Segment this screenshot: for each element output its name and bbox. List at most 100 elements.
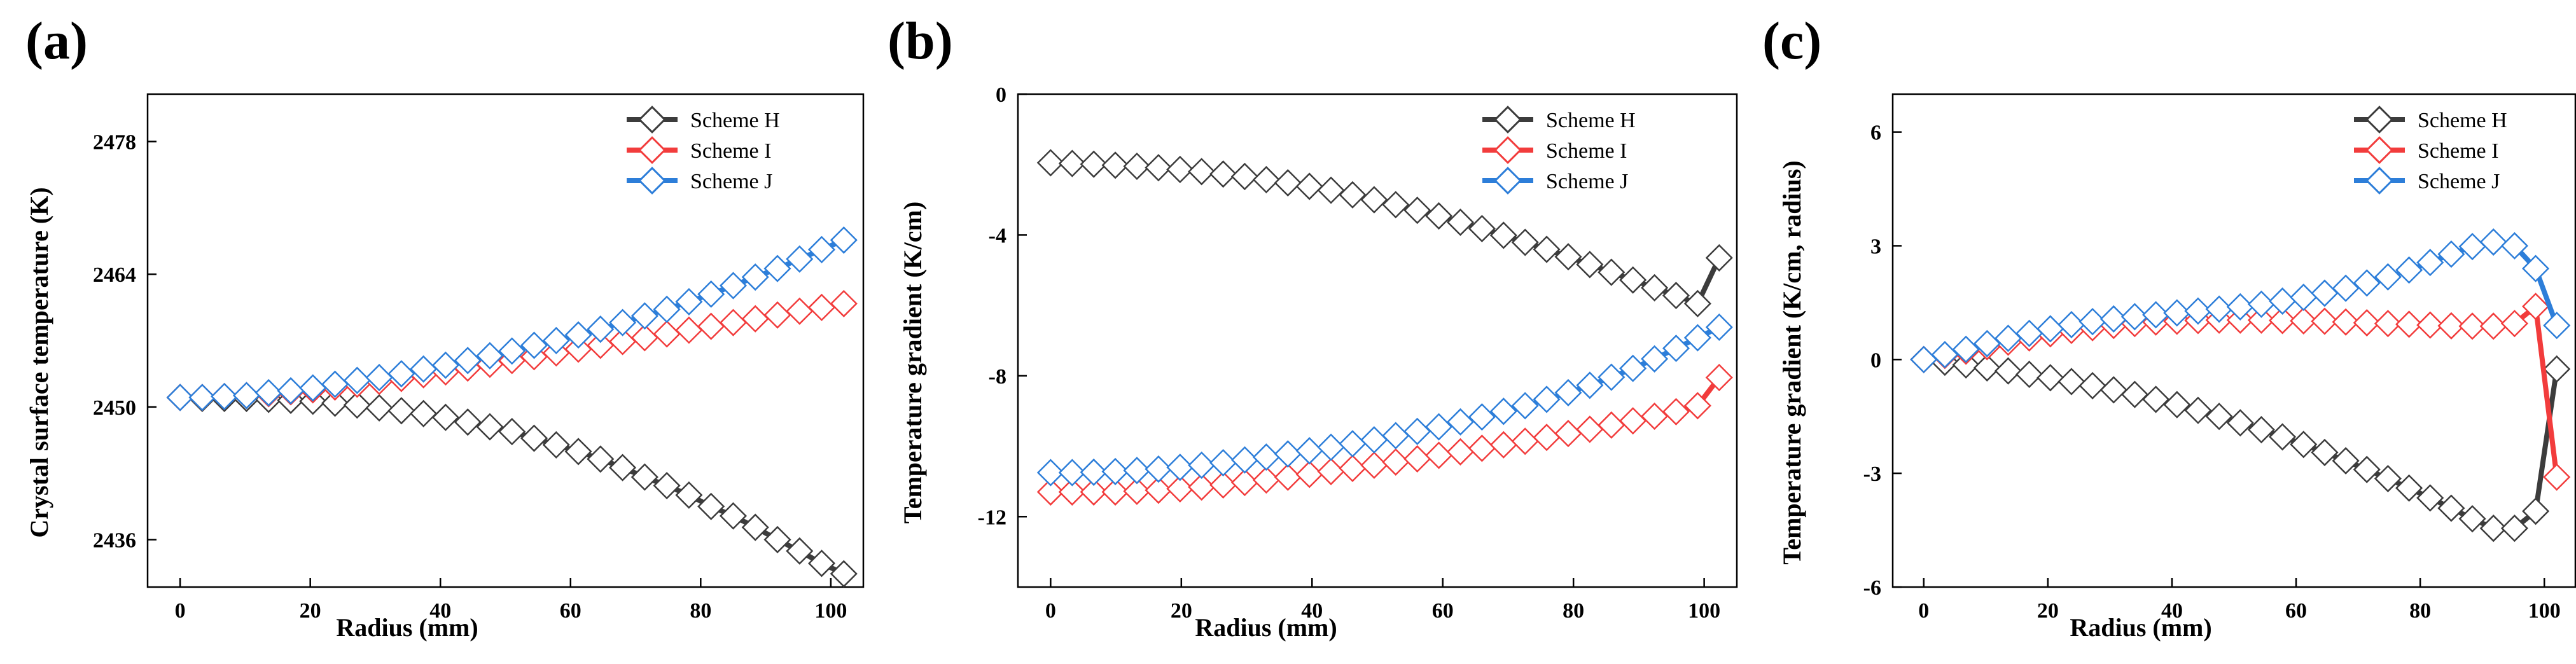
data-point-scheme-h bbox=[1295, 172, 1323, 200]
legend-marker-scheme-j bbox=[638, 167, 666, 195]
data-point-scheme-j bbox=[2120, 303, 2148, 331]
data-point-scheme-h bbox=[2374, 464, 2402, 493]
legend-label-scheme-h: Scheme H bbox=[1546, 109, 1636, 132]
legend-marker-scheme-h bbox=[1494, 106, 1522, 134]
data-point-scheme-h bbox=[697, 492, 725, 520]
y-tick-label: -12 bbox=[978, 506, 1006, 529]
data-point-scheme-j bbox=[1511, 392, 1539, 420]
x-tick-label: 20 bbox=[300, 599, 321, 623]
data-point-scheme-i bbox=[1619, 407, 1647, 435]
data-point-scheme-j bbox=[2205, 295, 2233, 323]
data-point-scheme-j bbox=[2521, 254, 2550, 282]
plot-frame bbox=[1891, 93, 2576, 588]
x-tick-label: 0 bbox=[1918, 599, 1929, 623]
data-point-scheme-i bbox=[1640, 402, 1669, 431]
x-tick-label: 60 bbox=[2285, 599, 2307, 623]
data-point-scheme-j bbox=[1123, 457, 1151, 485]
x-tick-label: 40 bbox=[1301, 599, 1323, 623]
data-point-scheme-i bbox=[1403, 445, 1431, 473]
data-point-scheme-j bbox=[1145, 455, 1173, 483]
data-point-scheme-j bbox=[564, 321, 592, 349]
data-point-scheme-j bbox=[630, 302, 658, 330]
legend-label-scheme-h: Scheme H bbox=[690, 109, 780, 132]
data-point-scheme-j bbox=[343, 366, 371, 394]
data-point-scheme-i bbox=[564, 335, 592, 363]
data-point-scheme-h bbox=[630, 463, 658, 491]
data-point-scheme-j bbox=[166, 384, 194, 412]
data-point-scheme-h bbox=[2016, 361, 2043, 389]
data-point-scheme-h bbox=[653, 471, 681, 500]
data-point-scheme-j bbox=[1101, 457, 1129, 485]
data-point-scheme-h bbox=[498, 418, 526, 446]
data-point-scheme-i bbox=[609, 328, 637, 356]
legend: Scheme H Scheme I Scheme J bbox=[2354, 106, 2507, 195]
x-tick-label: 60 bbox=[1432, 599, 1454, 623]
data-point-scheme-i bbox=[1166, 474, 1194, 503]
data-point-scheme-h bbox=[1598, 258, 1626, 286]
legend-label-scheme-j: Scheme J bbox=[690, 170, 772, 193]
data-point-scheme-i bbox=[1683, 392, 1711, 420]
data-point-scheme-h bbox=[321, 389, 349, 417]
data-point-scheme-j bbox=[2099, 305, 2127, 333]
y-tick-label: 0 bbox=[1870, 349, 1881, 372]
data-point-scheme-h bbox=[1230, 162, 1259, 191]
data-point-scheme-h bbox=[2437, 494, 2465, 522]
data-point-scheme-h bbox=[1641, 273, 1669, 302]
legend: Scheme H Scheme I Scheme J bbox=[1482, 106, 1636, 195]
data-point-scheme-j bbox=[1576, 371, 1604, 399]
data-point-scheme-h bbox=[2163, 391, 2191, 418]
data-point-scheme-h bbox=[1080, 150, 1108, 178]
data-point-scheme-i bbox=[1188, 473, 1216, 501]
data-point-scheme-j bbox=[232, 382, 261, 410]
data-point-scheme-h bbox=[675, 481, 703, 509]
data-point-scheme-h bbox=[807, 550, 836, 578]
data-point-scheme-j bbox=[2416, 249, 2444, 277]
data-point-scheme-h bbox=[2543, 355, 2571, 383]
data-point-scheme-i bbox=[2311, 307, 2339, 335]
data-point-scheme-h bbox=[410, 399, 438, 427]
data-point-scheme-j bbox=[1931, 341, 1959, 369]
data-point-scheme-i bbox=[830, 289, 858, 317]
data-point-scheme-h bbox=[1188, 158, 1216, 186]
data-point-scheme-j bbox=[1952, 335, 1980, 363]
data-point-scheme-h bbox=[476, 413, 504, 441]
panel-label: (c) bbox=[1762, 11, 1821, 71]
data-point-scheme-j bbox=[1080, 458, 1108, 487]
series-group bbox=[166, 226, 858, 588]
data-point-scheme-j bbox=[1705, 313, 1733, 342]
data-point-scheme-j bbox=[321, 370, 349, 398]
data-point-scheme-h bbox=[2311, 438, 2339, 466]
data-point-scheme-j bbox=[2311, 279, 2339, 307]
data-point-scheme-j bbox=[1424, 413, 1453, 441]
data-point-scheme-j bbox=[1274, 440, 1302, 468]
legend: Scheme H Scheme I Scheme J bbox=[627, 106, 780, 195]
legend-marker-scheme-i bbox=[2365, 136, 2393, 164]
data-point-scheme-h bbox=[1101, 151, 1129, 179]
data-point-scheme-i bbox=[630, 324, 658, 352]
plot-frame bbox=[146, 93, 865, 588]
data-point-scheme-j bbox=[2500, 232, 2528, 260]
data-point-scheme-i bbox=[1598, 411, 1626, 439]
data-point-scheme-h bbox=[2099, 376, 2127, 404]
data-point-scheme-j bbox=[2142, 301, 2170, 329]
data-point-scheme-h bbox=[2353, 455, 2381, 483]
x-tick-label: 20 bbox=[2037, 599, 2059, 623]
data-point-scheme-h bbox=[2332, 446, 2360, 475]
data-point-scheme-j bbox=[520, 331, 548, 359]
data-point-scheme-i bbox=[2479, 312, 2507, 340]
data-point-scheme-i bbox=[1209, 471, 1237, 499]
data-point-scheme-j bbox=[188, 384, 216, 412]
data-point-scheme-i bbox=[719, 308, 748, 336]
data-point-scheme-h bbox=[763, 525, 791, 554]
data-point-scheme-i bbox=[1576, 415, 1604, 443]
data-point-scheme-h bbox=[564, 438, 592, 466]
x-tick-label: 100 bbox=[2528, 599, 2561, 623]
x-tick-label: 40 bbox=[429, 599, 451, 623]
data-point-scheme-i bbox=[2395, 310, 2423, 338]
data-point-scheme-i bbox=[1489, 431, 1517, 459]
legend-label-scheme-i: Scheme I bbox=[2418, 139, 2498, 163]
data-point-scheme-h bbox=[2057, 368, 2085, 396]
data-point-scheme-h bbox=[2036, 364, 2064, 392]
data-point-scheme-j bbox=[2247, 290, 2276, 318]
